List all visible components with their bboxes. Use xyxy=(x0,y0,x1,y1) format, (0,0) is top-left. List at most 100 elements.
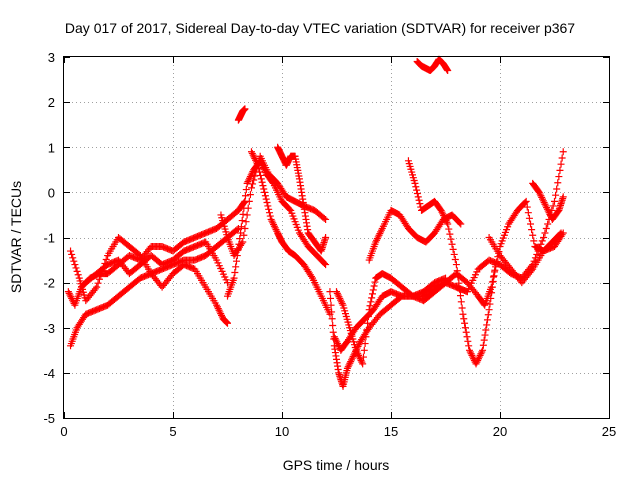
data-point xyxy=(247,171,255,179)
axis-ticks xyxy=(64,57,610,419)
y-tick-label: -2 xyxy=(43,276,55,291)
data-point xyxy=(259,182,267,190)
x-tick-label: 20 xyxy=(493,424,507,439)
data-point xyxy=(348,354,356,362)
data-point xyxy=(457,220,465,228)
data-point xyxy=(539,195,547,203)
data-point xyxy=(468,351,476,359)
data-point xyxy=(527,220,535,228)
data-point xyxy=(330,333,338,341)
data-point xyxy=(557,160,565,168)
data-point xyxy=(232,263,240,271)
data-point xyxy=(93,283,101,291)
data-point xyxy=(485,306,493,314)
data-point xyxy=(64,288,72,296)
data-point xyxy=(540,234,548,241)
data-point xyxy=(65,289,73,297)
data-point xyxy=(243,179,251,187)
series-track-19 xyxy=(529,179,567,223)
data-point xyxy=(487,283,495,291)
data-point xyxy=(438,208,446,216)
data-point xyxy=(72,264,80,272)
data-point xyxy=(332,336,340,344)
data-point xyxy=(234,246,242,254)
data-point xyxy=(217,310,225,318)
data-point xyxy=(256,168,264,176)
data-point xyxy=(214,305,222,313)
data-point xyxy=(245,176,253,184)
data-point xyxy=(307,272,315,280)
data-point xyxy=(556,166,564,174)
data-point xyxy=(370,282,378,290)
data-point xyxy=(440,213,448,221)
data-point xyxy=(474,355,482,363)
data-point xyxy=(347,356,355,364)
data-point xyxy=(329,328,337,336)
data-point xyxy=(466,348,474,356)
data-point xyxy=(544,207,552,215)
data-point xyxy=(457,298,465,306)
data-point xyxy=(66,291,74,299)
series-track-7 xyxy=(247,148,334,318)
data-point xyxy=(559,148,567,156)
data-point xyxy=(272,226,280,234)
data-point xyxy=(372,238,380,246)
series-track-4 xyxy=(82,238,231,287)
data-point xyxy=(213,301,221,309)
data-point xyxy=(328,315,336,323)
data-point xyxy=(543,204,551,212)
data-point xyxy=(544,220,552,228)
data-point xyxy=(559,229,567,237)
plot-frame xyxy=(63,56,610,419)
data-point xyxy=(461,319,469,327)
data-point xyxy=(377,226,385,234)
data-point xyxy=(250,153,258,161)
data-point xyxy=(270,222,278,230)
data-point xyxy=(258,178,266,186)
y-axis-label: SDTVAR / TECUs xyxy=(8,181,24,293)
grid xyxy=(64,57,609,418)
y-tick-label: -1 xyxy=(43,231,55,246)
data-point xyxy=(449,245,457,253)
data-point xyxy=(234,224,242,232)
data-point xyxy=(477,350,485,358)
data-point xyxy=(474,356,482,364)
data-point xyxy=(541,200,549,208)
data-point xyxy=(481,331,489,339)
data-point xyxy=(352,346,360,354)
data-point xyxy=(459,310,467,318)
data-point xyxy=(73,267,81,275)
y-tick-label: 3 xyxy=(48,50,55,65)
data-point xyxy=(95,275,103,283)
data-point xyxy=(545,209,553,217)
data-point xyxy=(254,161,262,169)
data-point xyxy=(337,296,345,304)
data-point xyxy=(366,302,374,310)
data-point xyxy=(448,240,456,248)
data-point xyxy=(68,250,76,258)
data-point xyxy=(246,191,254,199)
data-point xyxy=(241,198,249,206)
data-point xyxy=(239,210,247,218)
data-point xyxy=(451,255,459,263)
data-point xyxy=(260,185,268,193)
data-point xyxy=(364,319,372,327)
data-point xyxy=(483,321,491,329)
data-point xyxy=(362,333,370,341)
chart-title: Day 017 of 2017, Sidereal Day-to-day VTE… xyxy=(65,20,575,36)
data-point xyxy=(441,215,449,223)
data-point xyxy=(464,337,472,345)
y-tick-label: -3 xyxy=(43,321,55,336)
data-point xyxy=(373,235,381,243)
data-point xyxy=(543,205,551,213)
data-point xyxy=(559,193,567,201)
data-point xyxy=(67,293,75,301)
data-point xyxy=(558,154,566,162)
data-point xyxy=(322,215,330,223)
data-point xyxy=(375,231,383,239)
data-point xyxy=(542,202,550,210)
data-point xyxy=(355,351,363,359)
data-point xyxy=(269,219,277,227)
data-point xyxy=(530,237,538,245)
data-point xyxy=(452,261,460,269)
